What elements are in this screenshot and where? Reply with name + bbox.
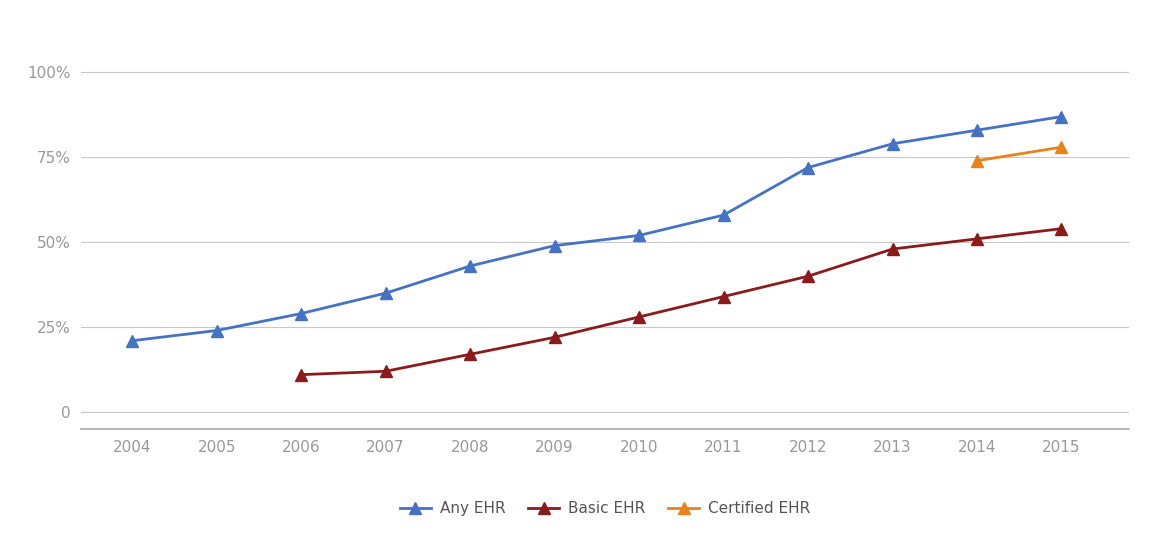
Line: Certified EHR: Certified EHR xyxy=(972,141,1067,166)
Any EHR xyxy=(126,337,140,344)
Line: Any EHR: Any EHR xyxy=(127,111,1067,346)
Basic EHR xyxy=(547,334,561,340)
Basic EHR xyxy=(717,293,731,300)
Basic EHR xyxy=(801,273,815,279)
Any EHR xyxy=(1055,113,1069,120)
Basic EHR xyxy=(294,371,308,378)
Legend: Any EHR, Basic EHR, Certified EHR: Any EHR, Basic EHR, Certified EHR xyxy=(395,495,816,522)
Basic EHR xyxy=(632,314,646,320)
Any EHR xyxy=(801,164,815,171)
Any EHR xyxy=(294,310,308,317)
Any EHR xyxy=(632,232,646,239)
Basic EHR xyxy=(463,351,477,358)
Basic EHR xyxy=(378,368,392,375)
Certified EHR xyxy=(1055,144,1069,151)
Any EHR xyxy=(970,127,984,134)
Any EHR xyxy=(717,212,731,218)
Any EHR xyxy=(378,290,392,296)
Basic EHR xyxy=(970,235,984,242)
Basic EHR xyxy=(886,246,900,252)
Basic EHR xyxy=(1055,226,1069,232)
Certified EHR xyxy=(970,157,984,164)
Any EHR xyxy=(886,140,900,147)
Any EHR xyxy=(210,327,223,334)
Any EHR xyxy=(463,263,477,270)
Any EHR xyxy=(547,243,561,249)
Line: Basic EHR: Basic EHR xyxy=(296,223,1067,380)
